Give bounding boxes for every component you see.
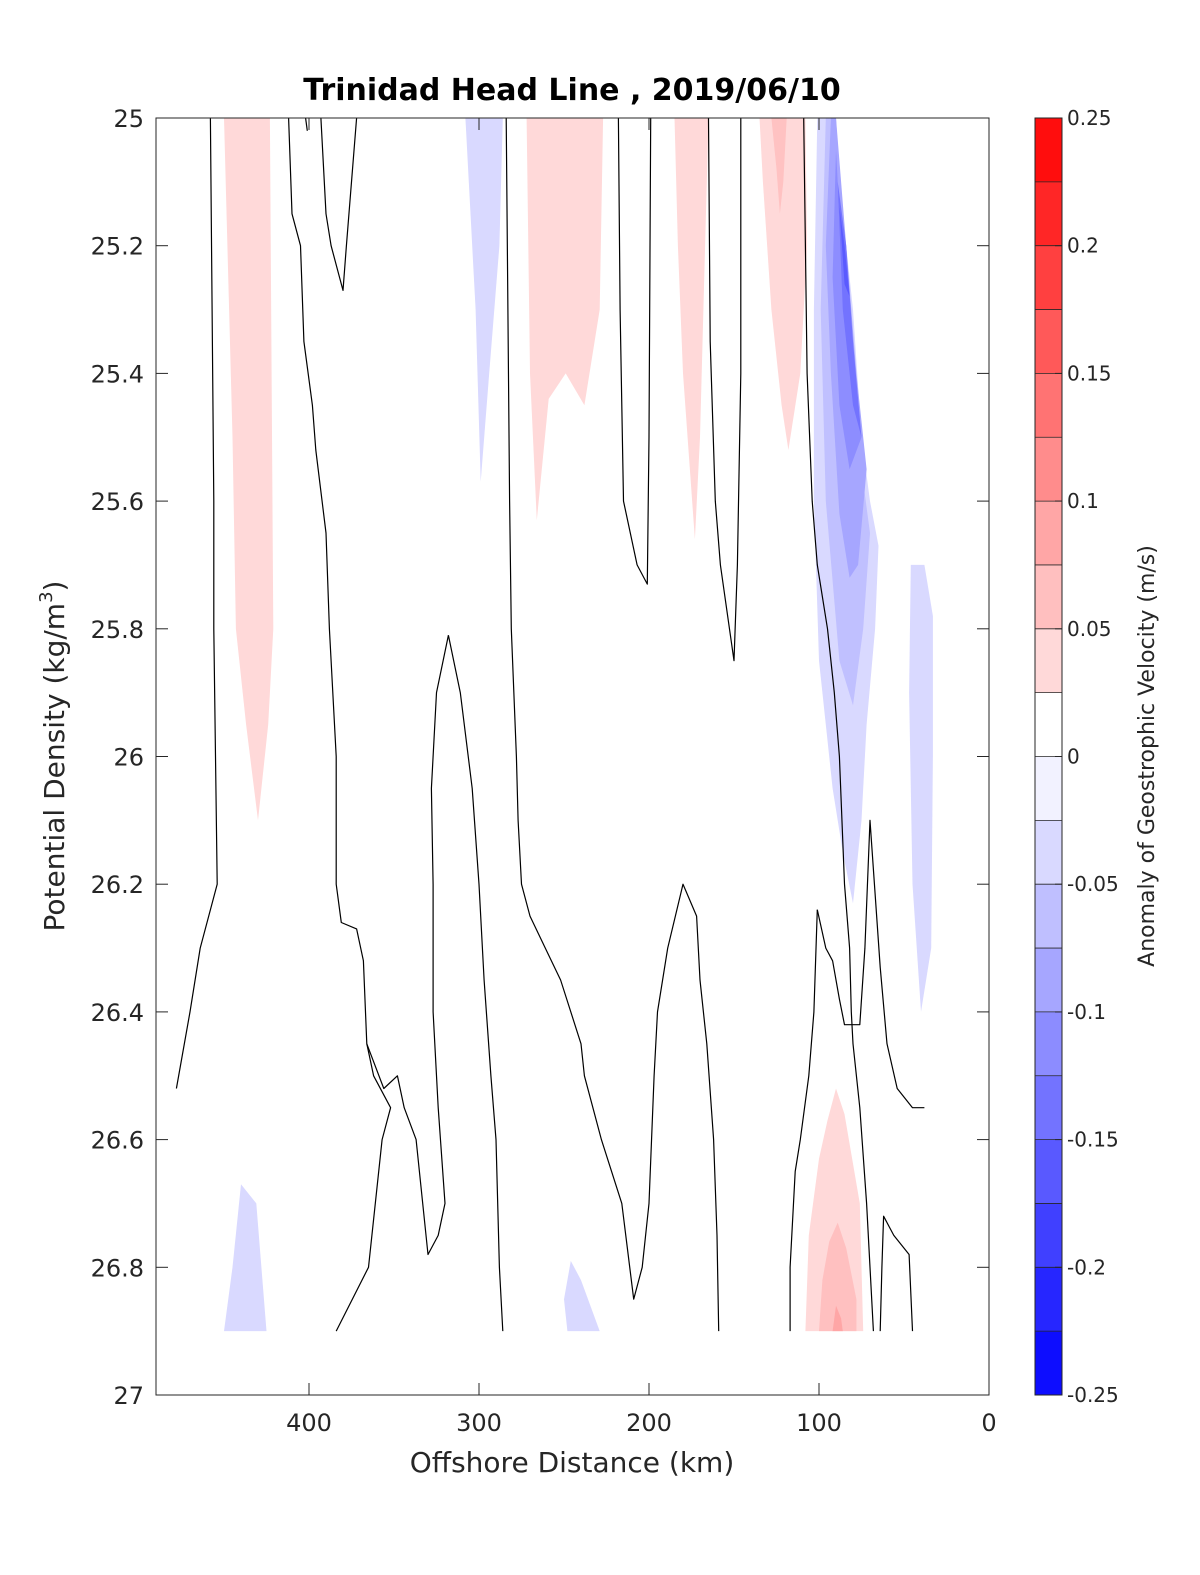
colorbar-band [1035, 756, 1062, 821]
x-tick-label: 400 [286, 1409, 332, 1437]
y-tick-label: 27 [113, 1382, 144, 1410]
zero-contour-line [879, 1215, 914, 1332]
contour-fill-region [909, 564, 933, 1012]
x-tick-label: 200 [626, 1409, 672, 1437]
colorbar-tick-label: 0 [1067, 745, 1080, 769]
x-tick-label: 100 [796, 1409, 842, 1437]
colorbar-band [1035, 501, 1062, 566]
colorbar-band [1035, 118, 1062, 183]
contour-fill-region [224, 118, 274, 821]
y-axis-title-superscript: 3 [36, 591, 57, 602]
colorbar-band [1035, 884, 1062, 949]
y-tick-label: 26.2 [91, 871, 144, 899]
zero-contour-line [505, 118, 720, 1332]
contour-fill-region [674, 118, 709, 540]
zero-contour-line [320, 118, 358, 291]
chart-title: Trinidad Head Line , 2019/06/10 [303, 73, 840, 108]
colorbar-title: Anomaly of Geostrophic Velocity (m/s) [1135, 545, 1160, 967]
colorbar-band [1035, 373, 1062, 438]
colorbar-tick-label: -0.25 [1067, 1383, 1119, 1407]
zero-contour-line [366, 635, 449, 1256]
x-tick-label: 300 [456, 1409, 502, 1437]
x-tick-label: 0 [981, 1409, 996, 1437]
colorbar-band [1035, 628, 1062, 694]
colorbar-band [1035, 948, 1062, 1013]
colorbar [1035, 118, 1062, 1396]
colorbar-band [1035, 181, 1062, 247]
contour-fill-region [564, 1260, 600, 1332]
zero-contour-line [305, 118, 308, 131]
colorbar-tick-label: 0.15 [1067, 361, 1112, 385]
y-tick-label: 26.6 [91, 1127, 144, 1155]
x-axis-ticks: 400 300 200 100 0 [286, 118, 997, 1437]
zero-contour-line [707, 118, 742, 662]
y-tick-label: 25.6 [91, 488, 144, 516]
colorbar-band [1035, 1331, 1062, 1396]
y-axis-ticks: 25 25.2 25.4 25.6 25.8 26 26.2 26.4 26.6 26.8 27 [91, 105, 989, 1410]
contour-fill-region [465, 118, 503, 482]
colorbar-band [1035, 1203, 1062, 1268]
zero-contour-line [447, 635, 504, 1332]
contour-fill-region [771, 118, 787, 214]
y-axis-title-close: ) [38, 581, 71, 592]
colorbar-band [1035, 1139, 1062, 1204]
contour-fill-region [819, 1222, 857, 1332]
y-tick-label: 26 [113, 744, 144, 772]
colorbar-tick-label: 0.25 [1067, 106, 1112, 130]
colorbar-band [1035, 820, 1062, 885]
zero-contour-line [288, 118, 392, 1332]
filled-contours [224, 118, 933, 1332]
colorbar-tick-label: -0.15 [1067, 1128, 1119, 1152]
zero-contour-line [816, 819, 925, 1109]
colorbar-band [1035, 564, 1062, 630]
contour-fill-region [832, 1305, 843, 1332]
contour-fill-region [759, 118, 808, 450]
y-tick-label: 26.8 [91, 1254, 144, 1282]
y-axis-title-main: Potential Density (kg/m [38, 603, 71, 932]
zero-contour-line [617, 118, 652, 585]
zero-contour-line [175, 118, 218, 1089]
zero-contour-line [789, 909, 818, 1332]
colorbar-band [1035, 309, 1062, 374]
colorbar-band [1035, 245, 1062, 311]
colorbar-band [1035, 1267, 1062, 1332]
colorbar-tick-label: 0.05 [1067, 617, 1112, 641]
colorbar-band [1035, 692, 1062, 757]
y-tick-label: 25.4 [91, 360, 144, 388]
colorbar-band [1035, 1075, 1062, 1141]
colorbar-tick-label: -0.2 [1067, 1255, 1106, 1279]
x-axis-title: Offshore Distance (km) [410, 1446, 735, 1479]
colorbar-tick-label: -0.1 [1067, 1000, 1106, 1024]
colorbar-tick-label: 0.1 [1067, 489, 1099, 513]
contour-fill-region [526, 118, 604, 521]
zero-contour-line [803, 118, 874, 1332]
colorbar-ticks: 0.25 0.2 0.15 0.1 0.05 0 -0.05 -0.1 -0.15 -0.2 -0.… [1055, 106, 1119, 1407]
y-axis-title: Potential Density (kg/m3) [36, 581, 71, 932]
colorbar-tick-label: 0.2 [1067, 234, 1099, 258]
colorbar-band [1035, 437, 1062, 502]
colorbar-tick-label: -0.05 [1067, 872, 1119, 896]
y-tick-label: 25 [113, 105, 144, 133]
y-tick-label: 25.8 [91, 616, 144, 644]
zero-contour-lines [175, 118, 925, 1332]
y-tick-label: 26.4 [91, 999, 144, 1027]
contour-fill-region [839, 207, 850, 297]
colorbar-band [1035, 1011, 1062, 1077]
y-tick-label: 25.2 [91, 233, 144, 261]
contour-fill-region [224, 1184, 267, 1332]
